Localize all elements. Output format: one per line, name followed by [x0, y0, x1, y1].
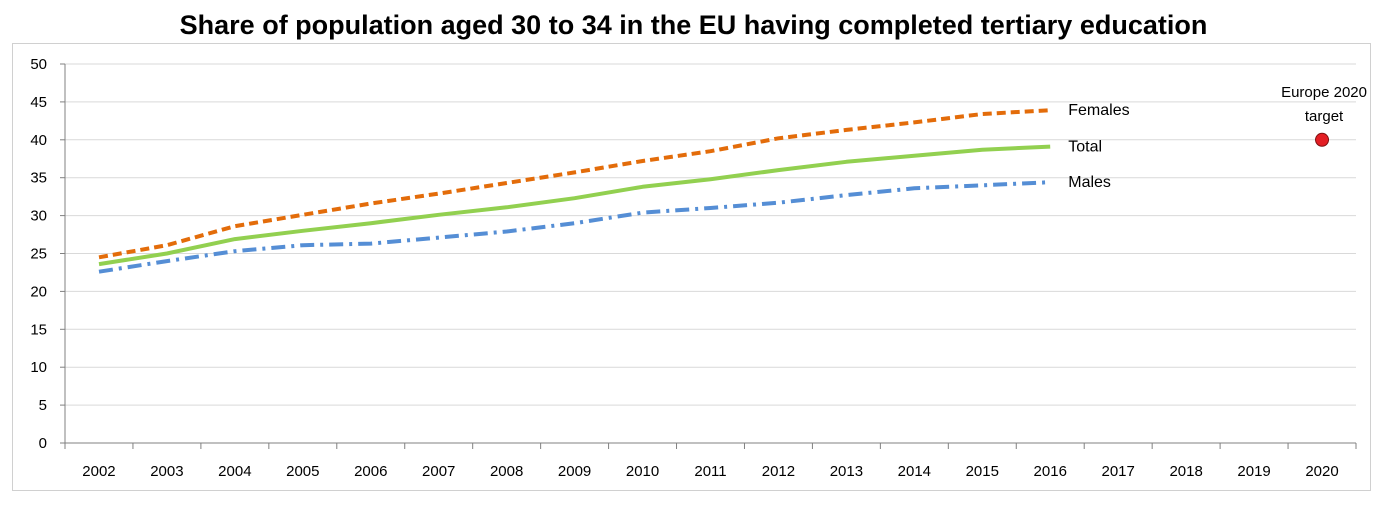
x-tick-label-2007: 2007: [422, 463, 455, 480]
target-marker: [1315, 132, 1330, 147]
y-axis-tick-labels: 0 5 10 15 20 25 30 35 40 45 50: [30, 56, 65, 452]
chart-frame: [12, 43, 1371, 491]
series-line-females: [98, 108, 1051, 260]
x-tick-label-2010: 2010: [626, 463, 659, 480]
x-tick-label-2020: 2020: [1305, 463, 1338, 480]
x-tick-label-2005: 2005: [286, 463, 319, 480]
x-tick-label-2015: 2015: [966, 463, 999, 480]
series-label-males: Males: [1068, 174, 1111, 191]
x-axis: 2002 2003 2004 2005 2006 2007 2008 2009 2010 2011…: [64, 64, 1357, 480]
x-tick-label-2014: 2014: [898, 463, 931, 480]
chart-title: Share of population aged 30 to 34 in the…: [179, 10, 1208, 40]
y-tick-label: 50: [30, 56, 47, 73]
target-annotation: Europe 2020 target: [1281, 84, 1367, 147]
x-tick-label-2017: 2017: [1101, 463, 1134, 480]
x-tick-label-2019: 2019: [1237, 463, 1270, 480]
series-labels: Females Total Males: [1068, 102, 1129, 191]
y-tick-label: 20: [30, 283, 47, 300]
x-tick-label-2012: 2012: [762, 463, 795, 480]
x-tick-label-2009: 2009: [558, 463, 591, 480]
series-lines: [98, 108, 1051, 274]
x-tick-label-2018: 2018: [1169, 463, 1202, 480]
gridlines: [65, 63, 1356, 444]
y-tick-label: 5: [39, 397, 47, 414]
x-tick-label-2003: 2003: [150, 463, 183, 480]
series-label-females: Females: [1068, 102, 1129, 119]
y-tick-label: 40: [30, 132, 47, 149]
x-tick-label-2008: 2008: [490, 463, 523, 480]
series-label-total: Total: [1068, 139, 1102, 156]
target-label-line: Europe 2020: [1281, 84, 1367, 101]
y-tick-label: 45: [30, 94, 47, 111]
x-tick-label-2006: 2006: [354, 463, 387, 480]
y-tick-label: 0: [39, 435, 47, 452]
x-tick-label-2013: 2013: [830, 463, 863, 480]
x-tick-label-2004: 2004: [218, 463, 251, 480]
x-tick-label-2011: 2011: [694, 463, 726, 480]
x-tick-label-2016: 2016: [1034, 463, 1067, 480]
y-tick-label: 30: [30, 208, 47, 225]
x-tick-label-2002: 2002: [82, 463, 115, 480]
target-label-line: target: [1305, 108, 1344, 125]
y-tick-label: 35: [30, 170, 47, 187]
y-tick-label: 10: [30, 359, 47, 376]
y-tick-label: 25: [30, 246, 47, 263]
y-tick-label: 15: [30, 321, 47, 338]
series-line-total: [98, 144, 1051, 267]
